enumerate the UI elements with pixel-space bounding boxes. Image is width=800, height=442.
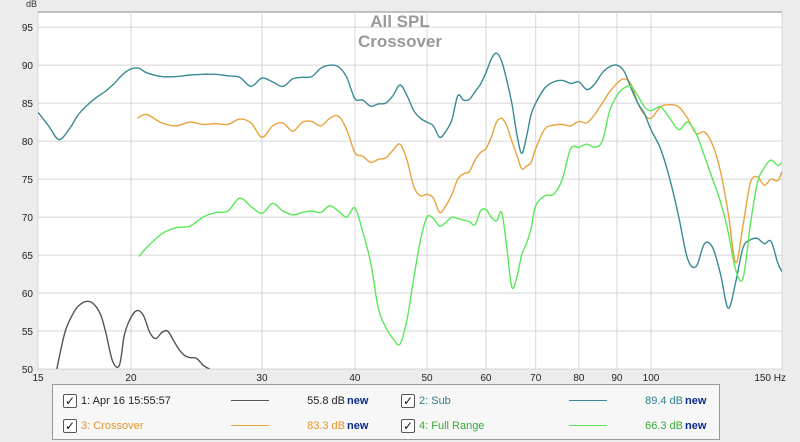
legend-new-crossover[interactable]: new <box>347 420 369 432</box>
x-tick-label: 100 <box>643 373 660 384</box>
y-tick-label: 70 <box>22 213 34 224</box>
legend-value-crossover: 83.3 dB <box>307 420 345 432</box>
legend-swatch-apr16 <box>231 400 269 401</box>
y-tick-label: 65 <box>22 251 34 262</box>
legend-checkbox-full-range[interactable]: ✓ <box>401 419 415 433</box>
legend-new-full-range[interactable]: new <box>685 420 707 432</box>
legend-item-sub: ✓ 2: Sub 89.4 dB new <box>401 391 717 411</box>
legend: ✓ 1: Apr 16 15:55:57 55.8 dB new ✓ 2: Su… <box>52 384 720 440</box>
legend-label-apr16: 1: Apr 16 15:55:57 <box>81 395 171 407</box>
legend-item-crossover: ✓ 3: Crossover 83.3 dB new <box>63 416 383 436</box>
legend-swatch-sub <box>569 400 607 401</box>
x-tick-label: 150 Hz <box>754 373 786 384</box>
y-tick-label: 95 <box>22 23 34 34</box>
legend-checkbox-sub[interactable]: ✓ <box>401 394 415 408</box>
x-tick-label: 20 <box>125 373 137 384</box>
legend-checkbox-apr16[interactable]: ✓ <box>63 394 77 408</box>
legend-label-sub: 2: Sub <box>419 395 451 407</box>
x-tick-label: 50 <box>421 373 433 384</box>
legend-item-apr16: ✓ 1: Apr 16 15:55:57 55.8 dB new <box>63 391 383 411</box>
y-tick-label: 60 <box>22 289 34 300</box>
y-axis-unit: dB <box>26 0 37 9</box>
x-tick-label: 15 <box>32 373 44 384</box>
legend-value-sub: 89.4 dB <box>645 395 683 407</box>
plot-area <box>37 11 783 370</box>
series-line-full-range <box>138 85 782 346</box>
legend-value-apr16: 55.8 dB <box>307 395 345 407</box>
x-tick-label: 30 <box>256 373 268 384</box>
legend-swatch-crossover <box>231 425 269 426</box>
x-tick-label: 60 <box>480 373 492 384</box>
y-tick-label: 55 <box>22 327 34 338</box>
spl-chart: 50 55 60 65 70 75 80 85 90 95 15 20 30 40 50 60 70 80 90 10… <box>22 0 786 384</box>
legend-value-full-range: 66.3 dB <box>645 420 683 432</box>
series-line-sub <box>38 52 782 309</box>
chart-title: All SPL <box>370 12 430 31</box>
y-tick-label: 85 <box>22 99 34 110</box>
y-tick-label: 90 <box>22 61 34 72</box>
x-tick-label: 90 <box>611 373 623 384</box>
series-line-crossover <box>137 78 782 264</box>
legend-checkbox-crossover[interactable]: ✓ <box>63 419 77 433</box>
legend-label-full-range: 4: Full Range <box>419 420 485 432</box>
legend-new-apr16[interactable]: new <box>347 395 369 407</box>
legend-new-sub[interactable]: new <box>685 395 707 407</box>
x-tick-label: 40 <box>349 373 361 384</box>
y-tick-label: 50 <box>22 365 34 376</box>
x-tick-label: 70 <box>530 373 542 384</box>
legend-swatch-full-range <box>569 425 607 426</box>
legend-item-full-range: ✓ 4: Full Range 66.3 dB new <box>401 416 717 436</box>
y-tick-label: 75 <box>22 175 34 186</box>
x-tick-label: 80 <box>573 373 585 384</box>
series-line-apr16 <box>56 300 210 369</box>
y-tick-label: 80 <box>22 137 34 148</box>
legend-label-crossover: 3: Crossover <box>81 420 144 432</box>
chart-subtitle: Crossover <box>358 32 442 51</box>
